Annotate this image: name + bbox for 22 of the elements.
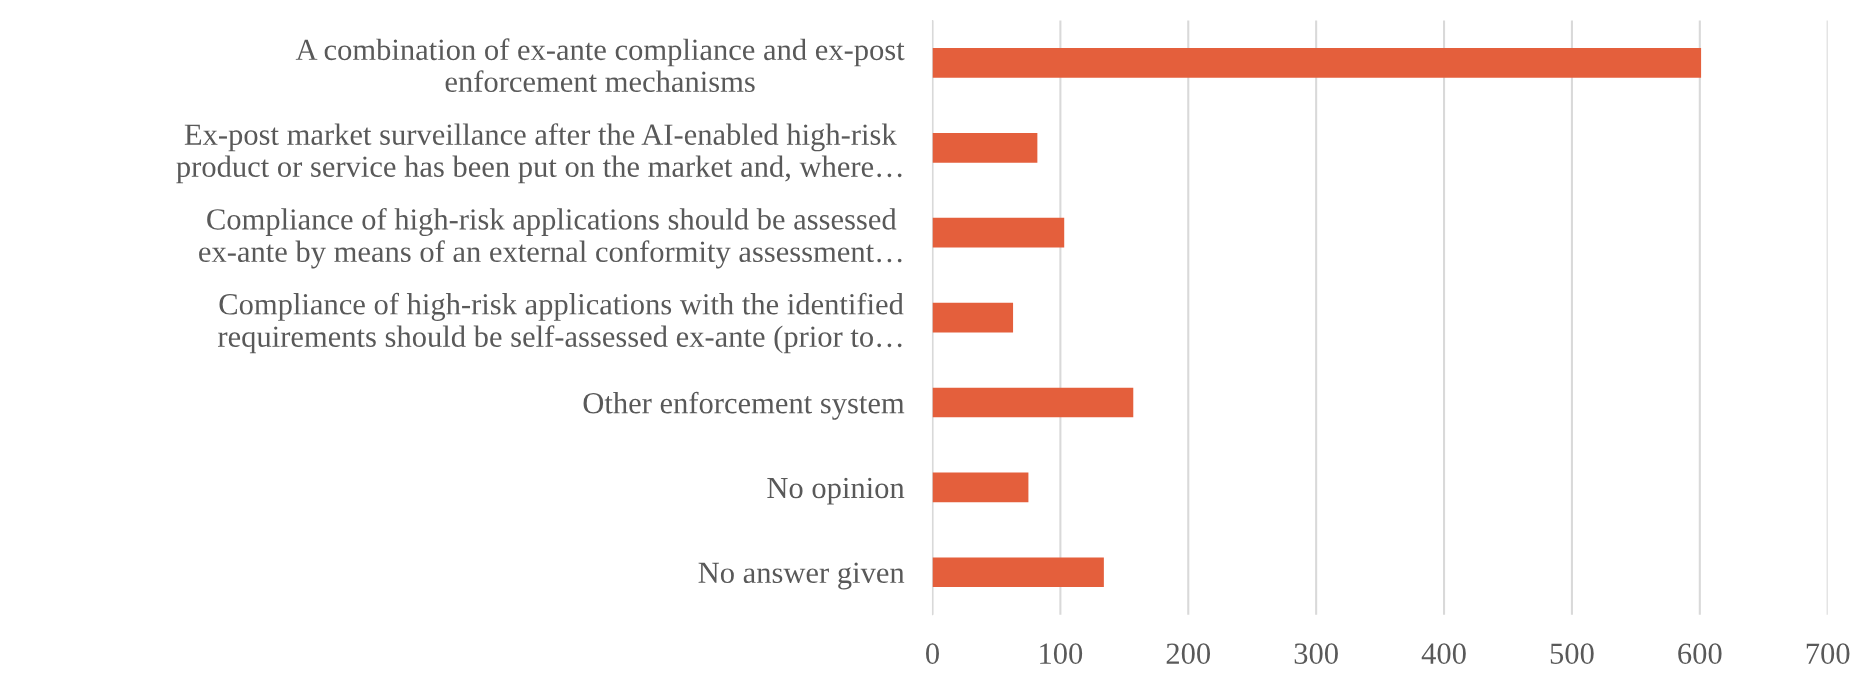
- x-tick-label: 700: [1806, 643, 1850, 664]
- bar: [932, 48, 1702, 78]
- bar: [932, 217, 1065, 248]
- y-tick-label: Compliance of high-risk applications should be assessed ex-ante by means of an external conformity assessment…: [199, 207, 902, 269]
- bar: [932, 387, 1134, 418]
- bar: [932, 557, 1104, 588]
- x-tick-label: 300: [1294, 643, 1338, 664]
- bar: [932, 472, 1029, 503]
- x-tick-label: 500: [1550, 643, 1594, 664]
- bar: [932, 302, 1014, 333]
- x-tick-label: 400: [1421, 643, 1466, 664]
- y-tick-label: No opinion: [767, 477, 905, 505]
- y-tick-label: A combination of ex-ante compliance and ex-post enforcement mechanisms: [295, 38, 905, 93]
- y-tick-label: No answer given: [698, 562, 905, 590]
- bar: [932, 132, 1038, 163]
- x-tick-label: 0: [926, 643, 939, 664]
- x-tick-label: 200: [1166, 643, 1211, 664]
- x-tick-label: 100: [1040, 643, 1083, 664]
- x-tick-label: 600: [1678, 643, 1722, 664]
- y-tick-label: Compliance of high-risk applications with the identified requirements should be self-assessed ex-ante (prior to…: [218, 292, 904, 354]
- y-tick-label: Other enforcement system: [583, 391, 905, 420]
- y-tick-label: Ex-post market surveillance after the AI-enabled high-risk product or service has been put on the market and, where…: [176, 123, 902, 184]
